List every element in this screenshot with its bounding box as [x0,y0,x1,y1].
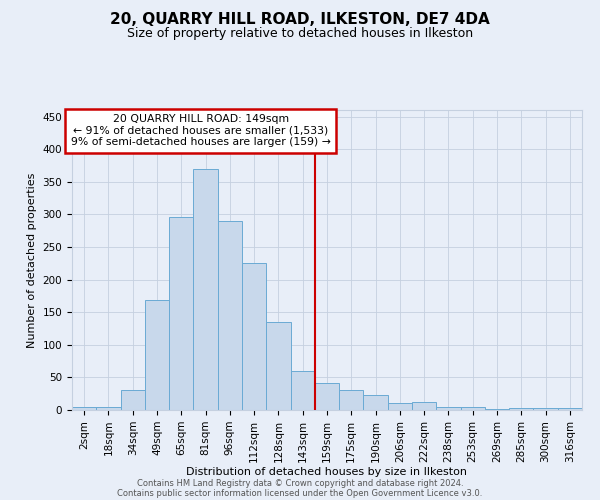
Bar [121,390,145,410]
Text: 20, QUARRY HILL ROAD, ILKESTON, DE7 4DA: 20, QUARRY HILL ROAD, ILKESTON, DE7 4DA [110,12,490,28]
Bar [339,390,364,410]
Bar [96,408,121,410]
Text: Contains public sector information licensed under the Open Government Licence v3: Contains public sector information licen… [118,488,482,498]
Bar [436,406,461,410]
Bar [218,221,242,410]
Bar [461,406,485,410]
Bar [72,408,96,410]
Bar [412,402,436,410]
Text: Contains HM Land Registry data © Crown copyright and database right 2024.: Contains HM Land Registry data © Crown c… [137,478,463,488]
Bar [533,408,558,410]
Bar [509,408,533,410]
X-axis label: Distribution of detached houses by size in Ilkeston: Distribution of detached houses by size … [187,468,467,477]
Bar [145,300,169,410]
Bar [558,408,582,410]
Bar [388,403,412,410]
Bar [169,217,193,410]
Bar [266,322,290,410]
Text: Size of property relative to detached houses in Ilkeston: Size of property relative to detached ho… [127,28,473,40]
Text: 20 QUARRY HILL ROAD: 149sqm
← 91% of detached houses are smaller (1,533)
9% of s: 20 QUARRY HILL ROAD: 149sqm ← 91% of det… [71,114,331,148]
Y-axis label: Number of detached properties: Number of detached properties [27,172,37,348]
Bar [242,264,266,410]
Bar [364,395,388,410]
Bar [193,168,218,410]
Bar [315,382,339,410]
Bar [290,371,315,410]
Bar [485,408,509,410]
